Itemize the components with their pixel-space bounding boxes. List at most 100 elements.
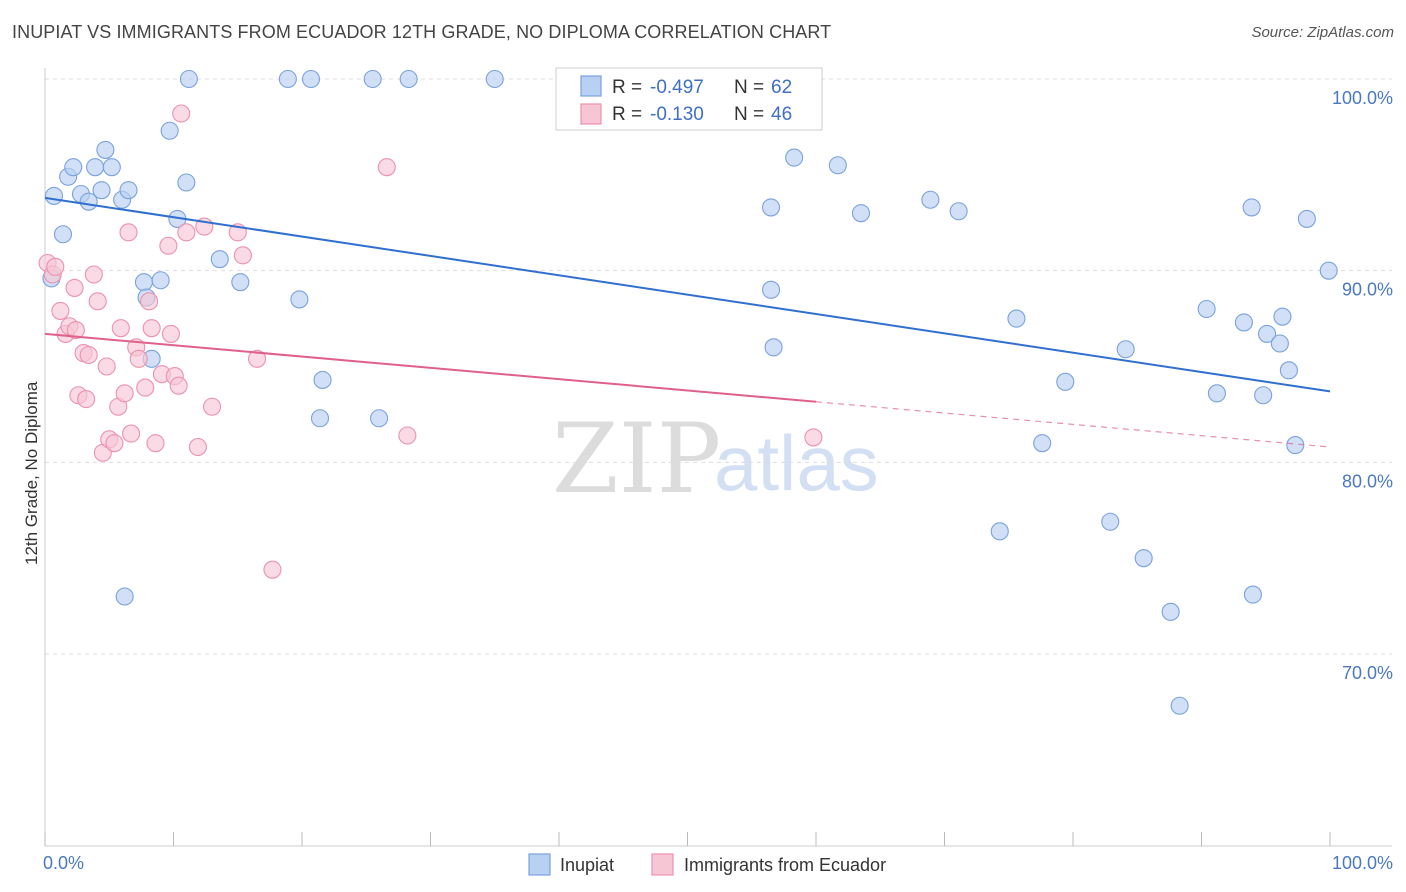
point-inupiat-53: [1234, 313, 1253, 332]
point-inupiat-1: [44, 186, 64, 205]
point-inupiat-7: [86, 158, 105, 177]
point-ecuador-24: [129, 349, 148, 368]
point-inupiat-33: [115, 587, 134, 606]
stats-swatch-ecuador: [580, 103, 602, 125]
point-inupiat-55: [1242, 198, 1261, 217]
stats-r-value-ecuador: -0.130: [650, 104, 704, 125]
y-tick-label-100: 100.0%: [1332, 88, 1393, 108]
point-ecuador-11: [79, 345, 98, 365]
data-points: [38, 69, 1338, 715]
point-ecuador-35: [177, 223, 196, 242]
point-inupiat-2: [53, 225, 73, 244]
stats-r-label-ecuador: R =: [612, 104, 642, 125]
point-inupiat-10: [102, 158, 121, 177]
point-inupiat-48: [1134, 549, 1153, 568]
point-ecuador-27: [142, 319, 161, 338]
point-inupiat-47: [1116, 340, 1135, 359]
stats-box: R = -0.497 N = 62 R = -0.130 N = 46: [555, 67, 823, 131]
point-inupiat-41: [949, 202, 968, 221]
point-inupiat-16: [151, 271, 170, 290]
point-inupiat-22: [231, 273, 250, 292]
point-ecuador-3: [51, 301, 70, 320]
point-ecuador-20: [115, 384, 134, 403]
y-tick-label-70: 70.0%: [1342, 663, 1393, 683]
legend-label-ecuador: Immigrants from Ecuador: [684, 855, 886, 875]
point-ecuador-28: [146, 434, 165, 453]
point-ecuador-45: [804, 428, 823, 447]
point-ecuador-38: [203, 397, 222, 416]
y-axis-label: 12th Grade, No Diploma: [22, 381, 41, 565]
point-inupiat-8: [92, 181, 111, 200]
point-inupiat-60: [1279, 361, 1298, 380]
point-inupiat-46: [1101, 512, 1120, 531]
point-inupiat-38: [828, 156, 847, 175]
point-inupiat-23: [278, 69, 297, 89]
point-inupiat-20: [179, 69, 198, 89]
legend-label-inupiat: Inupiat: [560, 855, 614, 875]
point-inupiat-19: [177, 173, 196, 192]
trend-lines: [44, 196, 1331, 448]
trend-line-ecuador: [44, 332, 817, 403]
point-ecuador-43: [377, 158, 396, 177]
point-inupiat-31: [485, 69, 504, 89]
x-axis-min-label: 0.0%: [43, 853, 84, 873]
point-ecuador-40: [233, 246, 252, 265]
point-ecuador-10: [77, 390, 96, 409]
stats-r-label-inupiat: R =: [612, 77, 642, 98]
point-ecuador-30: [159, 236, 178, 255]
point-inupiat-24: [301, 69, 321, 89]
point-ecuador-21: [119, 223, 138, 242]
point-inupiat-54: [1243, 585, 1262, 604]
point-ecuador-15: [97, 357, 116, 376]
point-inupiat-52: [1207, 384, 1226, 403]
axes: [44, 68, 1392, 847]
point-inupiat-51: [1197, 299, 1216, 319]
point-ecuador-17: [105, 434, 124, 453]
point-inupiat-27: [310, 409, 330, 428]
point-inupiat-57: [1257, 324, 1277, 343]
point-inupiat-61: [1286, 436, 1305, 455]
y-tick-label-80: 80.0%: [1342, 471, 1393, 491]
trend-line-ecuador-extrapolated: [815, 401, 1331, 448]
watermark-atlas: atlas: [714, 419, 879, 507]
point-ecuador-12: [84, 265, 103, 284]
point-inupiat-63: [1319, 261, 1338, 280]
point-ecuador-19: [111, 319, 130, 338]
point-ecuador-6: [65, 278, 84, 297]
point-inupiat-56: [1254, 386, 1273, 405]
point-ecuador-42: [263, 560, 282, 579]
point-inupiat-12: [119, 181, 138, 200]
x-axis-max-label: 100.0%: [1332, 853, 1393, 873]
point-inupiat-62: [1297, 209, 1316, 228]
point-inupiat-36: [764, 338, 783, 357]
point-inupiat-58: [1270, 334, 1289, 353]
trend-line-inupiat: [44, 196, 1331, 393]
stats-n-value-inupiat: 62: [771, 77, 792, 98]
stats-r-value-inupiat: -0.497: [650, 77, 704, 98]
gridlines: [45, 78, 1392, 655]
point-inupiat-49: [1161, 602, 1180, 621]
watermark: ZIP atlas: [552, 403, 879, 515]
point-inupiat-59: [1273, 307, 1292, 326]
point-inupiat-39: [851, 204, 871, 223]
legend: Inupiat Immigrants from Ecuador: [528, 853, 886, 876]
point-inupiat-28: [363, 69, 382, 89]
point-ecuador-13: [88, 292, 107, 311]
point-inupiat-29: [370, 409, 389, 428]
point-inupiat-44: [1033, 434, 1052, 453]
y-tick-labels: 70.0% 80.0% 90.0% 100.0%: [1332, 88, 1393, 683]
stats-swatch-inupiat: [580, 75, 602, 97]
point-ecuador-36: [188, 437, 207, 457]
stats-n-value-ecuador: 46: [771, 104, 792, 125]
stats-n-label-inupiat: N =: [734, 77, 764, 98]
point-ecuador-7: [66, 321, 85, 340]
point-ecuador-31: [161, 324, 180, 343]
point-inupiat-21: [210, 250, 229, 269]
point-ecuador-33: [169, 376, 188, 395]
point-ecuador-34: [172, 104, 191, 123]
point-ecuador-25: [136, 378, 155, 397]
point-inupiat-40: [921, 190, 940, 209]
point-inupiat-35: [761, 198, 781, 217]
watermark-zip: ZIP: [552, 403, 721, 515]
